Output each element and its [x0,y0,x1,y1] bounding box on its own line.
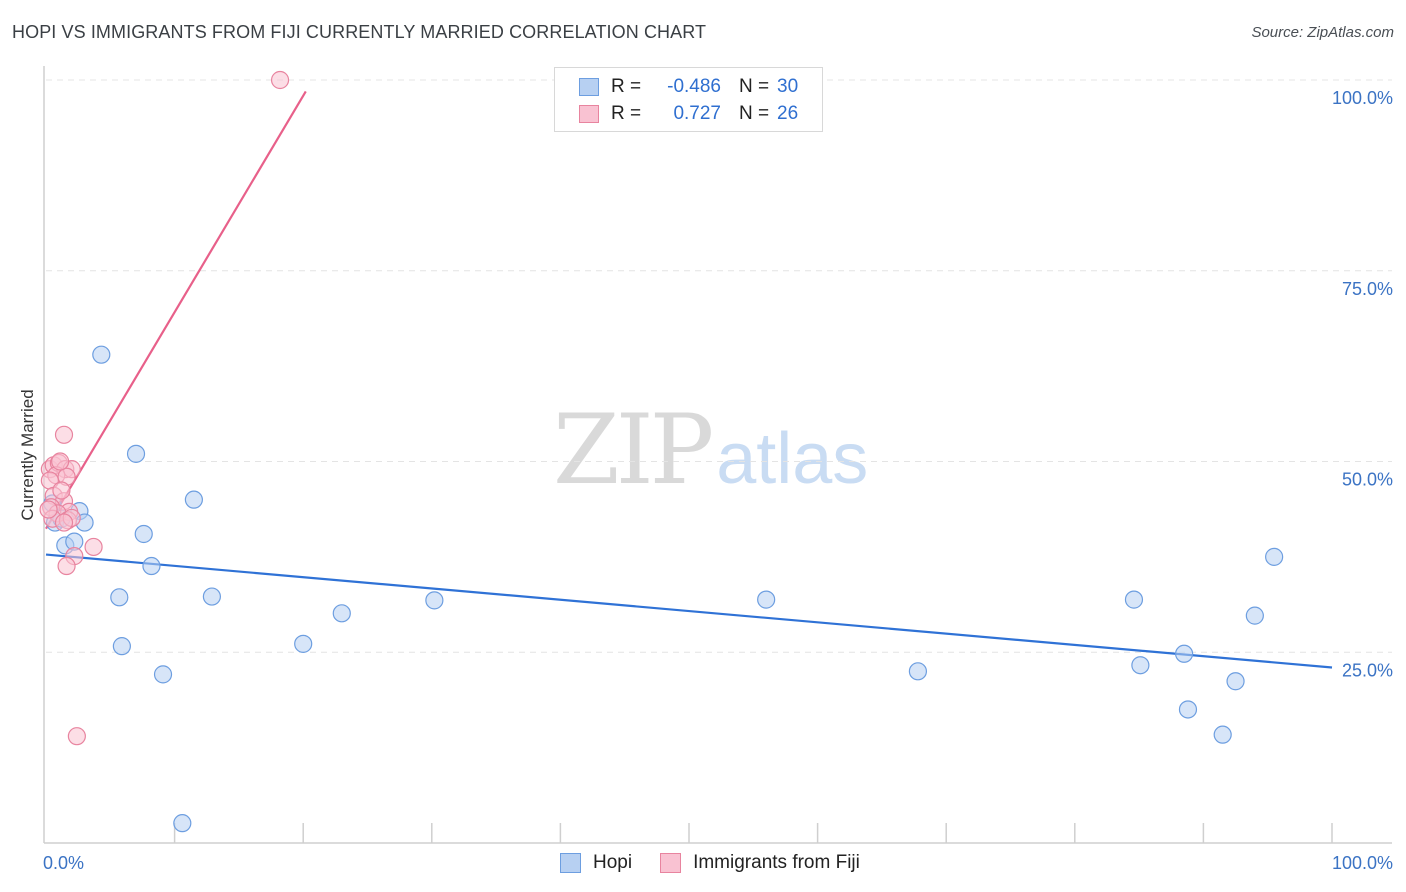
y-axis-label: Currently Married [18,389,37,520]
y-tick-label-25: 25.0% [1342,660,1393,680]
legend-item-hopi[interactable]: Hopi [560,852,632,874]
source-label: Source: ZipAtlas.com [1251,24,1394,41]
hopi-point-10 [142,556,161,576]
fiji-r-label: R = [611,103,642,124]
hopi-point-13 [332,604,351,623]
fiji-r-value: 0.727 [673,103,721,124]
y-tick-label-100: 100.0% [1332,88,1393,108]
hopi-point-11 [110,588,129,607]
hopi-point-14 [425,591,444,610]
hopi-point-27 [1178,700,1198,719]
hopi-point-25 [1175,644,1194,663]
fiji-point-0 [270,70,290,90]
fiji-point-1 [54,425,74,444]
legend-item-fiji[interactable]: Immigrants from Fiji [660,852,860,874]
y-tick-label-50: 50.0% [1342,470,1393,490]
y-tick-label-75: 75.0% [1342,279,1393,299]
fiji-legend-label: Immigrants from Fiji [693,852,860,873]
hopi-point-20 [908,662,928,681]
hopi-r-value: -0.486 [667,76,721,97]
trend-layer [45,90,1333,669]
stats-legend: R = -0.486 N = 30 R = 0.727 N = 26 [554,67,823,132]
label-layer: 25.0% 50.0% 75.0% 100.0% 0.0% 100.0% Currently… [18,88,1393,873]
legend-row-hopi: R = -0.486 N = 30 [579,75,798,99]
fiji-n-label: N = [739,103,770,124]
fiji-n-value: 26 [777,103,799,124]
hopi-legend-swatch [560,853,581,873]
hopi-point-26 [1226,672,1245,691]
fiji-point-19 [84,537,103,557]
hopi-point-0 [92,345,111,364]
x-tick-label-min: 0.0% [43,853,84,873]
chart-title: HOPI VS IMMIGRANTS FROM FIJI CURRENTLY M… [12,22,707,42]
hopi-r-label: R = [611,76,642,97]
fiji-point-23 [39,500,58,519]
hopi-point-16 [112,637,131,656]
grid-layer [46,79,1392,653]
hopi-point-17 [153,665,173,684]
fiji-trend-line [45,90,307,530]
fiji-point-25 [51,452,70,471]
hopi-point-22 [1265,547,1284,566]
watermark-atlas: atlas [716,419,869,499]
hopi-point-2 [184,490,203,509]
fiji-swatch [579,105,599,123]
hopi-point-28 [1213,725,1232,744]
hopi-n-label: N = [739,76,770,97]
fiji-legend-swatch [660,853,682,873]
hopi-point-23 [1245,606,1264,625]
hopi-point-15 [294,634,313,653]
fiji-point-22 [67,727,86,746]
fiji-point-21 [57,556,76,576]
axis-layer [43,66,1392,844]
fiji-point-24 [52,481,71,500]
hopi-trend-line [45,553,1333,669]
hopi-swatch [579,78,599,96]
points-layer [39,70,1284,833]
hopi-n-value: 30 [777,76,799,97]
hopi-point-1 [126,444,146,463]
hopi-legend-label: Hopi [593,852,633,873]
hopi-point-18 [173,814,192,833]
watermark: ZIPatlas [553,402,868,507]
series-legend: Hopi Immigrants from Fiji [560,852,888,874]
hopi-point-12 [202,587,221,606]
x-tick-label-max: 100.0% [1332,853,1393,873]
hopi-point-9 [134,524,153,544]
hopi-point-19 [757,590,776,609]
watermark-zip: ZIP [553,394,714,506]
hopi-point-21 [1124,590,1144,609]
fiji-point-18 [54,513,74,532]
legend-row-fiji: R = 0.727 N = 26 [579,102,798,126]
hopi-point-24 [1131,656,1150,675]
